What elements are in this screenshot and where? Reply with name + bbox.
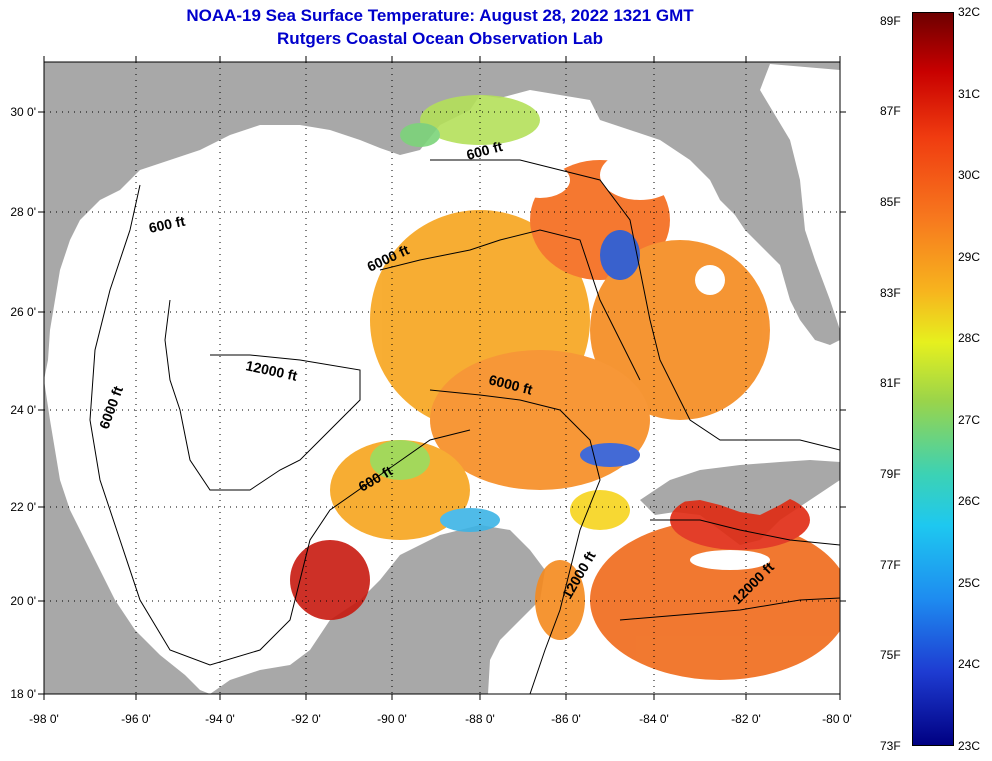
land-us-north [44,62,840,380]
colorbar-c-label: 23C [958,739,981,753]
lat-label: 18 0' [10,687,36,701]
sst-map: 600 ft 600 ft 6000 ft 12000 ft 6000 ft 6… [38,56,846,700]
lon-label: -84 0' [639,712,669,726]
colorbar-f-label: 73F [880,739,901,753]
lat-label: 20 0' [10,594,36,608]
lat-label: 30 0' [10,105,36,119]
colorbar-f-label: 81F [880,376,901,390]
lon-label: -86 0' [551,712,581,726]
lon-label: -92 0' [291,712,321,726]
map-subtitle: Rutgers Coastal Ocean Observation Lab [277,29,603,48]
colorbar-f-label: 89F [880,14,901,28]
colorbar-c-label: 32C [958,5,981,19]
lat-label: 26 0' [10,305,36,319]
land-mexico-west [44,380,210,694]
lon-label: -98 0' [29,712,59,726]
colorbar-c-label: 29C [958,250,981,264]
lat-label: 28 0' [10,205,36,219]
colorbar-f-label: 83F [880,286,901,300]
bathymetry-contours [89,159,840,694]
colorbar-f-label: 79F [880,467,901,481]
colorbar-c-label: 28C [958,331,981,345]
colorbar-f-label: 87F [880,104,901,118]
colorbar-f-label: 75F [880,648,901,662]
colorbar-f-label: 77F [880,558,901,572]
lon-label: -94 0' [205,712,235,726]
colorbar-f-label: 85F [880,195,901,209]
lat-label: 22 0' [10,500,36,514]
map-frame [43,61,841,695]
map-title: NOAA-19 Sea Surface Temperature: August … [186,6,694,25]
axis-ticks [38,56,846,700]
colorbar-c-label: 31C [958,87,981,101]
lon-label: -96 0' [121,712,151,726]
lon-label: -88 0' [465,712,495,726]
colorbar-c-label: 24C [958,657,981,671]
lon-label: -82 0' [731,712,761,726]
temperature-colorbar [912,12,954,746]
colorbar-c-label: 26C [958,494,981,508]
graticule [44,62,840,694]
contour-label: 600 ft [147,213,186,236]
lon-label: -90 0' [377,712,407,726]
colorbar-c-label: 25C [958,576,981,590]
lat-label: 24 0' [10,403,36,417]
colorbar-c-label: 27C [958,413,981,427]
colorbar-c-label: 30C [958,168,981,182]
sst-field [290,95,840,680]
lon-label: -80 0' [822,712,852,726]
land-yucatan [210,525,545,694]
